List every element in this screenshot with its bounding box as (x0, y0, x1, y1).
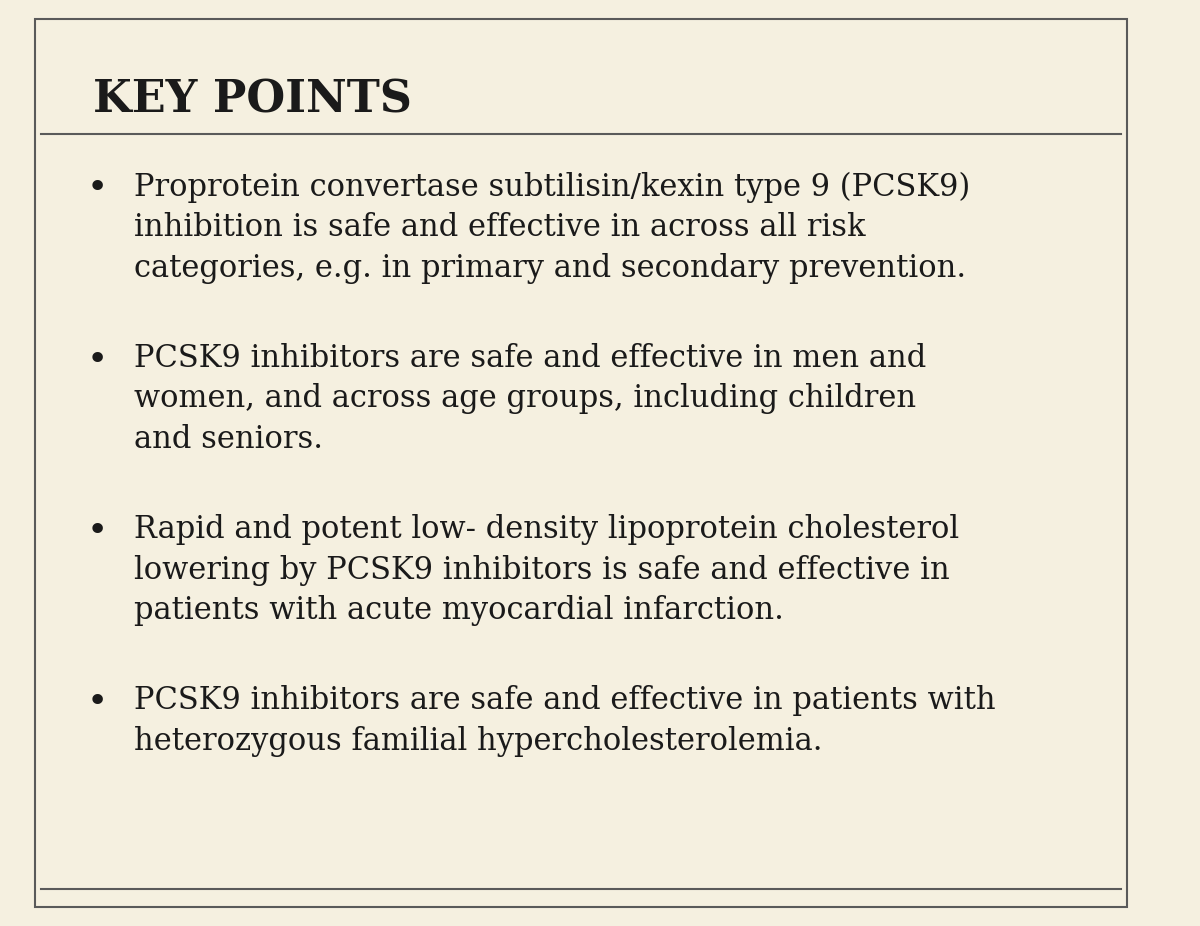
Text: •: • (88, 514, 108, 548)
Text: •: • (88, 171, 108, 206)
Text: •: • (88, 685, 108, 720)
Text: •: • (88, 343, 108, 377)
Text: Rapid and potent low- density lipoprotein cholesterol
lowering by PCSK9 inhibito: Rapid and potent low- density lipoprotei… (133, 514, 959, 626)
Text: Proprotein convertase subtilisin/kexin type 9 (PCSK9)
inhibition is safe and eff: Proprotein convertase subtilisin/kexin t… (133, 171, 970, 283)
Text: PCSK9 inhibitors are safe and effective in men and
women, and across age groups,: PCSK9 inhibitors are safe and effective … (133, 343, 926, 455)
Text: PCSK9 inhibitors are safe and effective in patients with
heterozygous familial h: PCSK9 inhibitors are safe and effective … (133, 685, 995, 757)
FancyBboxPatch shape (35, 19, 1127, 907)
Text: KEY POINTS: KEY POINTS (92, 79, 412, 121)
